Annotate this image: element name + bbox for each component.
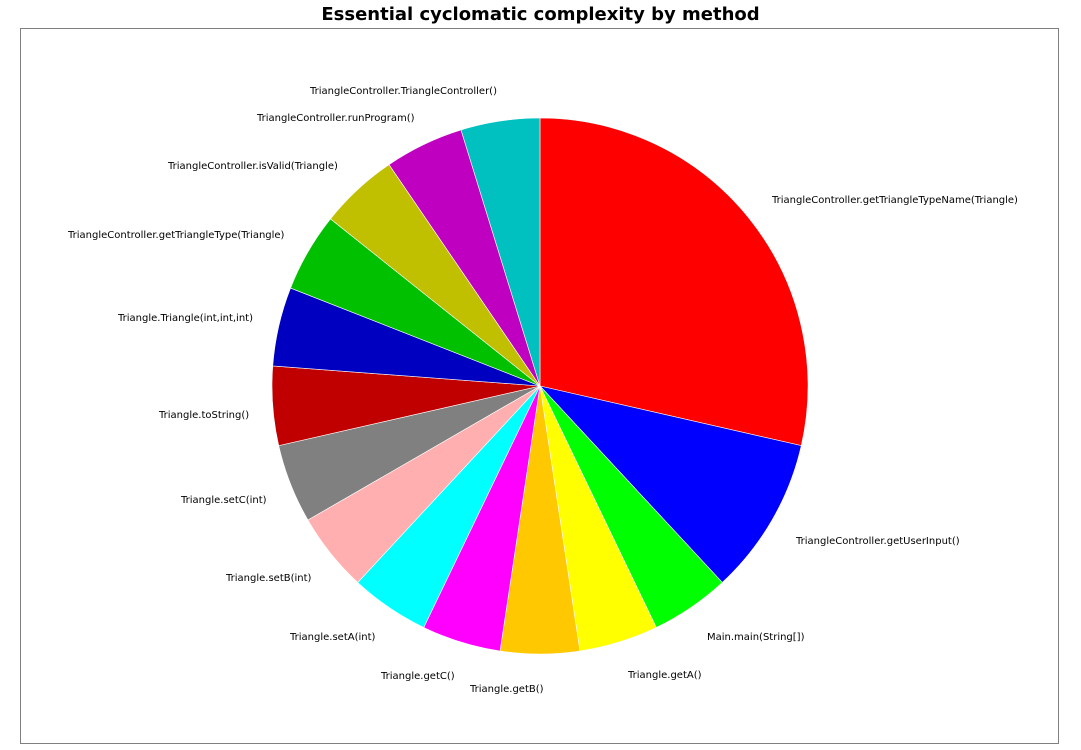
- pie-slice: [539, 117, 809, 446]
- slice-layer: [271, 117, 809, 655]
- pie-slice: [539, 385, 802, 583]
- pie-slice: [460, 117, 541, 387]
- chart-title: Essential cyclomatic complexity by metho…: [321, 4, 760, 25]
- slice-label: TriangleController.isValid(Triangle): [167, 161, 338, 172]
- slice-label: Triangle.toString(): [158, 410, 249, 421]
- slice-label: Triangle.getA(): [627, 670, 702, 681]
- slice-label: Triangle.setA(int): [289, 632, 376, 643]
- slice-label: Main.main(String[]): [707, 632, 805, 643]
- slice-label: TriangleController.getUserInput(): [795, 536, 960, 547]
- slice-label: Triangle.setC(int): [180, 495, 267, 506]
- slice-label: Triangle.getC(): [380, 671, 455, 682]
- slice-label: TriangleController.TriangleController(): [309, 86, 497, 97]
- slice-label: TriangleController.getTriangleType(Trian…: [67, 230, 285, 241]
- slice-label: Triangle.getB(): [469, 684, 544, 695]
- slice-label: Triangle.Triangle(int,int,int): [117, 313, 253, 324]
- slice-label: TriangleController.runProgram(): [256, 113, 415, 124]
- slice-label: TriangleController.getTriangleTypeName(T…: [771, 195, 1018, 206]
- label-layer: TriangleController.getTriangleTypeName(T…: [67, 86, 1018, 695]
- slice-label: Triangle.setB(int): [225, 573, 312, 584]
